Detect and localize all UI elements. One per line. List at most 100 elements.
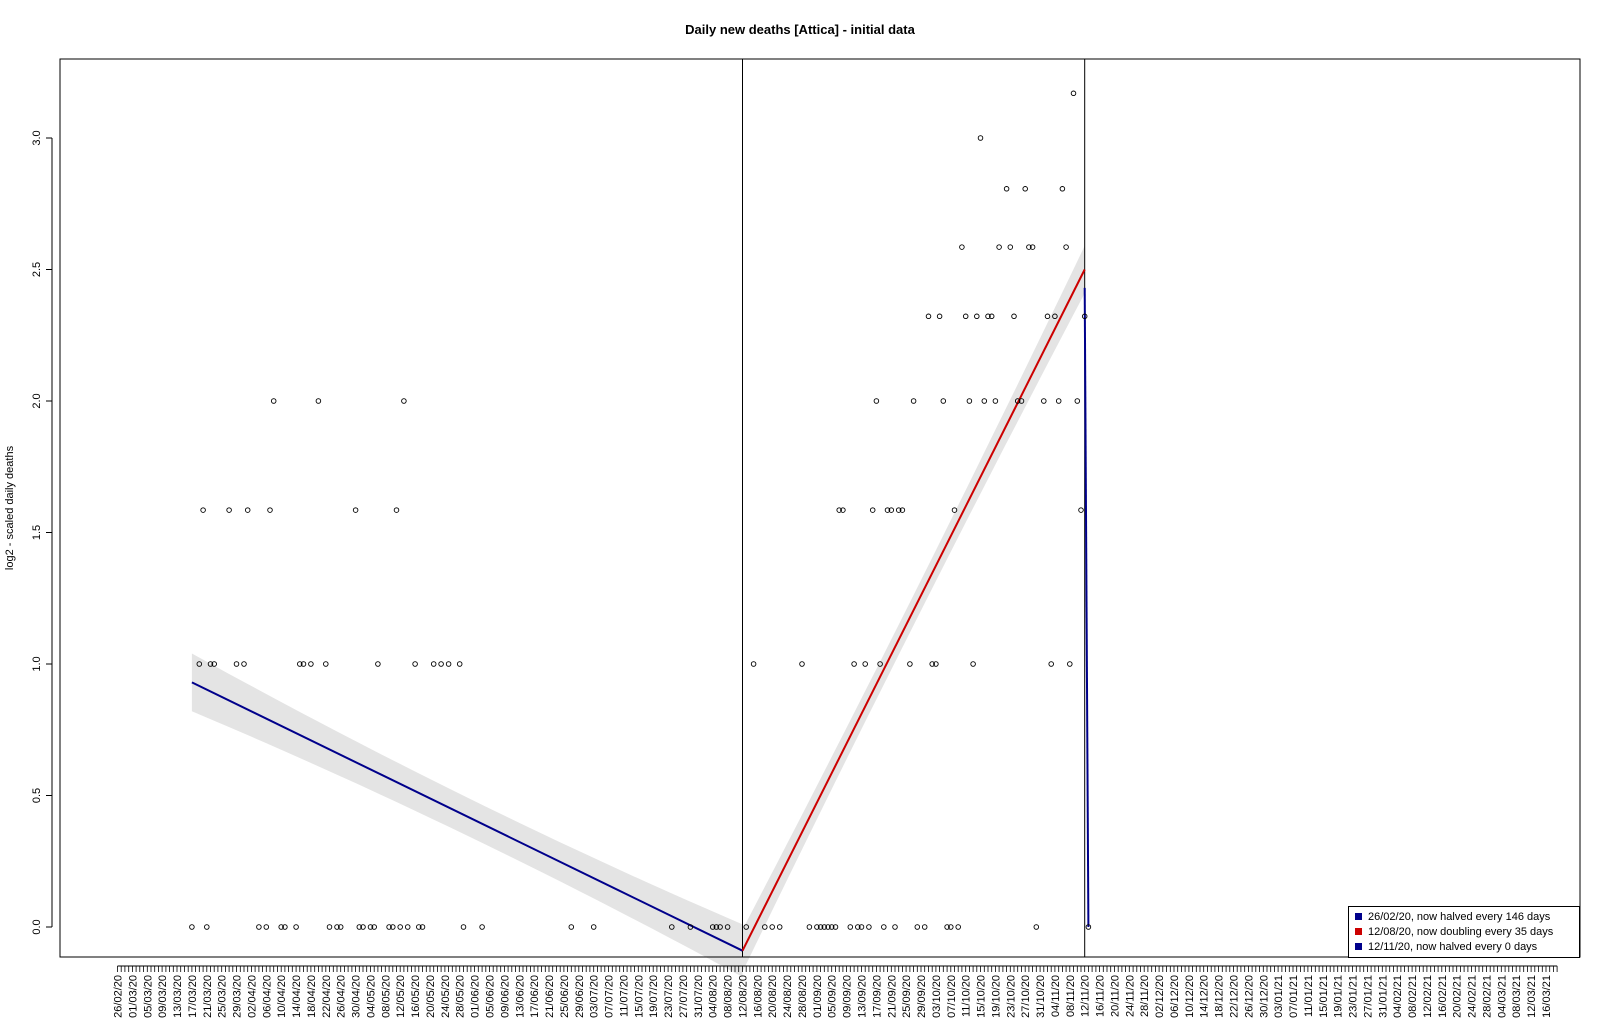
x-tick-label-332: 23/01/21 [1348, 975, 1360, 1018]
data-point-12 [263, 924, 270, 930]
x-tick-label-364: 24/02/21 [1467, 975, 1479, 1018]
data-point-68 [836, 507, 842, 513]
data-point-44 [456, 661, 463, 667]
data-point-62 [814, 924, 820, 930]
data-point-107 [992, 398, 999, 404]
x-tick-label-348: 08/02/21 [1407, 975, 1419, 1018]
data-point-41 [430, 661, 437, 667]
x-tick-label-232: 15/10/20 [976, 975, 988, 1018]
x-tick-label-144: 19/07/20 [648, 975, 660, 1018]
data-point-106 [988, 313, 995, 320]
data-point-42 [438, 661, 444, 667]
x-tick-label-260: 12/11/20 [1080, 975, 1092, 1017]
x-tick-label-352: 12/02/21 [1422, 975, 1434, 1018]
data-point-129 [1081, 313, 1088, 320]
x-tick-label-52: 18/04/20 [306, 975, 318, 1018]
data-point-100 [966, 398, 973, 404]
x-tick-label-320: 11/01/21 [1303, 975, 1315, 1017]
data-point-14 [270, 398, 277, 404]
data-point-15 [278, 924, 284, 930]
legend-label-3: 12/11/20, now halved every 0 days [1368, 941, 1538, 953]
data-point-87 [914, 924, 921, 930]
y-tick-label-1: 0.0 [31, 919, 43, 934]
data-point-99 [962, 313, 969, 320]
data-point-52 [713, 924, 720, 930]
x-tick-label-48: 14/04/20 [291, 975, 303, 1018]
x-tick-label-188: 01/09/20 [812, 975, 824, 1018]
x-tick-label-304: 26/12/20 [1243, 975, 1255, 1018]
y-tick-label-3: 1.0 [31, 656, 43, 671]
x-tick-label-84: 20/05/20 [425, 975, 437, 1018]
data-point-20 [308, 661, 314, 667]
data-point-130 [1085, 924, 1092, 930]
y-axis: 0.0 0.5 1.0 1.5 2.0 2.5 3.0 [31, 130, 53, 935]
x-tick-label-8: 05/03/20 [142, 975, 154, 1018]
legend-swatch-1 [1355, 913, 1362, 920]
data-point-61 [806, 924, 813, 930]
data-point-116 [1029, 244, 1036, 250]
data-point-71 [851, 661, 857, 667]
data-point-7 [226, 507, 232, 513]
x-tick-label-240: 23/10/20 [1005, 975, 1017, 1018]
x-tick-label-212: 25/09/20 [901, 975, 913, 1018]
x-tick-label-248: 31/10/20 [1035, 975, 1047, 1018]
x-tick-label-36: 02/04/20 [246, 975, 258, 1018]
data-point-80 [884, 507, 891, 513]
data-point-89 [925, 313, 932, 320]
data-point-85 [907, 661, 913, 667]
data-point-8 [233, 661, 240, 667]
data-point-124 [1063, 244, 1069, 250]
x-tick-label-28: 25/03/20 [217, 975, 229, 1018]
x-tick-label-180: 24/08/20 [782, 975, 794, 1018]
data-point-103 [977, 135, 984, 141]
data-point-35 [397, 924, 403, 930]
data-point-38 [412, 661, 418, 667]
data-point-78 [877, 661, 883, 667]
data-point-30 [371, 924, 377, 930]
legend-label-2: 12/08/20, now doubling every 35 days [1368, 926, 1554, 938]
data-point-123 [1059, 186, 1066, 192]
legend-swatch-2 [1355, 928, 1362, 935]
data-point-88 [921, 924, 928, 930]
x-tick-label-96: 01/06/20 [470, 975, 482, 1018]
x-tick-label-4: 01/03/20 [127, 975, 139, 1018]
data-point-29 [367, 924, 374, 930]
x-tick-label-148: 23/07/20 [663, 975, 675, 1018]
x-tick-label-312: 03/01/21 [1273, 975, 1285, 1018]
data-point-27 [356, 924, 363, 930]
trend-line-1 [191, 681, 743, 952]
data-point-81 [888, 507, 895, 513]
data-point-120 [1048, 661, 1054, 667]
x-tick-label-76: 12/05/20 [395, 975, 407, 1018]
x-tick-label-20: 17/03/20 [187, 975, 199, 1018]
x-tick-label-104: 09/06/20 [499, 975, 511, 1018]
data-point-18 [297, 661, 303, 667]
data-point-24 [334, 924, 340, 930]
x-tick-label-224: 07/10/20 [946, 975, 958, 1018]
x-tick-label-256: 08/11/20 [1065, 975, 1077, 1017]
x-tick-label-372: 04/03/21 [1496, 975, 1508, 1018]
data-point-121 [1052, 313, 1058, 320]
data-point-65 [825, 924, 831, 930]
x-tick-label-252: 04/11/20 [1050, 975, 1062, 1017]
x-tick-label-296: 18/12/20 [1214, 975, 1226, 1018]
data-point-1 [189, 924, 195, 930]
data-point-16 [282, 924, 288, 930]
x-tick-label-64: 30/04/20 [351, 975, 363, 1018]
data-point-48 [590, 924, 597, 930]
data-point-31 [375, 661, 381, 667]
data-point-56 [750, 661, 757, 667]
data-point-59 [776, 924, 783, 930]
data-point-3 [200, 507, 206, 513]
legend: 26/02/20, now halved every 146 days 12/0… [1348, 906, 1580, 958]
x-tick-label-176: 20/08/20 [767, 975, 779, 1018]
x-tick-label-0: 26/02/20 [113, 975, 125, 1018]
data-point-75 [866, 924, 872, 930]
data-point-66 [828, 924, 835, 930]
x-tick-label-88: 24/05/20 [440, 975, 452, 1018]
data-point-79 [881, 924, 887, 930]
data-point-39 [416, 924, 422, 930]
x-tick-label-92: 28/05/20 [455, 975, 467, 1018]
data-point-91 [933, 661, 939, 667]
x-tick-label-236: 19/10/20 [990, 975, 1002, 1018]
